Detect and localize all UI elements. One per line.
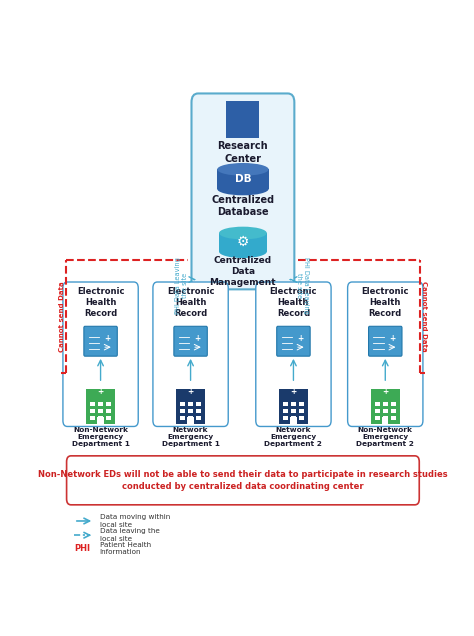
- Text: Research
Center: Research Center: [218, 141, 268, 164]
- Bar: [180, 416, 185, 420]
- Bar: [382, 417, 388, 424]
- Bar: [98, 409, 103, 413]
- FancyBboxPatch shape: [347, 282, 423, 427]
- Text: Electronic
Health
Record: Electronic Health Record: [77, 287, 124, 318]
- Bar: [374, 409, 380, 413]
- Text: Electronic
Health
Record: Electronic Health Record: [167, 287, 214, 318]
- FancyBboxPatch shape: [174, 326, 207, 356]
- FancyBboxPatch shape: [277, 326, 310, 356]
- Bar: [283, 403, 288, 406]
- Bar: [391, 409, 396, 413]
- Bar: [374, 403, 380, 406]
- Bar: [106, 409, 111, 413]
- Text: ⚙: ⚙: [237, 235, 249, 249]
- Bar: [291, 409, 296, 413]
- Bar: [176, 389, 205, 394]
- Bar: [86, 389, 115, 394]
- Bar: [98, 416, 103, 420]
- Bar: [106, 416, 111, 420]
- Bar: [374, 416, 380, 420]
- Bar: [90, 409, 95, 413]
- Text: Electronic
Health
Record: Electronic Health Record: [270, 287, 317, 318]
- Text: Electronic
Health
Record: Electronic Health Record: [362, 287, 409, 318]
- Text: Cannot send Data: Cannot send Data: [420, 281, 427, 352]
- FancyBboxPatch shape: [369, 326, 402, 356]
- Text: +: +: [382, 387, 388, 396]
- Bar: [291, 416, 296, 420]
- Text: Non-Network
Emergency
Department 1: Non-Network Emergency Department 1: [72, 427, 129, 448]
- Bar: [383, 416, 388, 420]
- Bar: [98, 403, 103, 406]
- Text: Cannot send Data: Cannot send Data: [59, 281, 65, 352]
- Ellipse shape: [219, 245, 267, 258]
- Bar: [188, 403, 193, 406]
- FancyBboxPatch shape: [191, 93, 294, 289]
- FancyBboxPatch shape: [153, 282, 228, 427]
- Bar: [290, 417, 297, 424]
- Text: PHI Data Leaving
the site: PHI Data Leaving the site: [175, 257, 188, 314]
- FancyBboxPatch shape: [256, 282, 331, 427]
- Bar: [106, 403, 111, 406]
- Bar: [391, 403, 396, 406]
- Bar: [98, 417, 104, 424]
- Text: +: +: [290, 387, 297, 396]
- Text: Data leaving the
local site: Data leaving the local site: [100, 529, 160, 542]
- Bar: [196, 403, 201, 406]
- Text: PHI Data Leaving
the site: PHI Data Leaving the site: [296, 257, 309, 314]
- Bar: [371, 394, 400, 424]
- FancyBboxPatch shape: [66, 456, 419, 505]
- Bar: [291, 403, 296, 406]
- Text: Patient Health
Information: Patient Health Information: [100, 542, 151, 555]
- Bar: [383, 409, 388, 413]
- Bar: [283, 409, 288, 413]
- Text: Network
Emergency
Department 1: Network Emergency Department 1: [162, 427, 219, 448]
- Text: Centralized
Database: Centralized Database: [211, 195, 274, 218]
- FancyBboxPatch shape: [63, 282, 138, 427]
- Text: Non-Network
Emergency
Department 2: Non-Network Emergency Department 2: [356, 427, 414, 448]
- Bar: [176, 394, 205, 424]
- Text: DB: DB: [235, 174, 251, 184]
- Text: +: +: [104, 334, 110, 343]
- Text: Non-Network EDs will not be able to send their data to participate in research s: Non-Network EDs will not be able to send…: [38, 470, 448, 491]
- Bar: [219, 233, 267, 252]
- Text: +: +: [187, 387, 194, 396]
- Bar: [299, 416, 304, 420]
- Bar: [86, 394, 115, 424]
- Ellipse shape: [219, 226, 267, 239]
- Bar: [90, 403, 95, 406]
- Text: PHI: PHI: [74, 544, 90, 553]
- Text: +: +: [98, 387, 104, 396]
- Bar: [283, 416, 288, 420]
- Bar: [196, 416, 201, 420]
- Bar: [90, 416, 95, 420]
- Text: Network
Emergency
Department 2: Network Emergency Department 2: [264, 427, 322, 448]
- Text: Centralized
Data
Management: Centralized Data Management: [210, 256, 276, 287]
- Bar: [391, 416, 396, 420]
- Text: +: +: [389, 334, 395, 343]
- Bar: [180, 409, 185, 413]
- Text: +: +: [194, 334, 201, 343]
- Bar: [371, 389, 400, 394]
- Bar: [299, 403, 304, 406]
- Bar: [180, 403, 185, 406]
- Bar: [188, 416, 193, 420]
- Ellipse shape: [217, 183, 269, 195]
- Bar: [188, 409, 193, 413]
- Bar: [383, 403, 388, 406]
- Bar: [279, 389, 308, 394]
- FancyBboxPatch shape: [84, 326, 117, 356]
- Ellipse shape: [217, 163, 269, 176]
- Bar: [196, 409, 201, 413]
- Bar: [299, 409, 304, 413]
- Text: Data moving within
local site: Data moving within local site: [100, 515, 170, 528]
- Bar: [187, 417, 194, 424]
- Bar: [279, 394, 308, 424]
- Bar: [217, 169, 269, 189]
- Bar: [227, 100, 259, 137]
- Text: +: +: [297, 334, 303, 343]
